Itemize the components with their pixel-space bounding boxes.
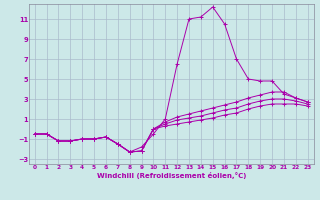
X-axis label: Windchill (Refroidissement éolien,°C): Windchill (Refroidissement éolien,°C) bbox=[97, 172, 246, 179]
